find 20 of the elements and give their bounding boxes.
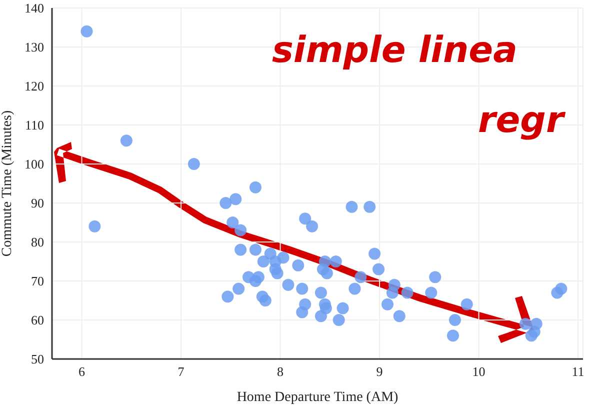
y-axis-title: Commute Time (Minutes): [0, 110, 15, 257]
x-tick-label: 10: [472, 364, 486, 380]
y-tick-label: 110: [24, 118, 44, 133]
y-tick-label: 70: [31, 274, 44, 289]
x-tick-label: 9: [376, 364, 383, 380]
x-tick-label: 8: [277, 364, 284, 380]
annotation: regr: [478, 100, 566, 141]
y-tick-label: 50: [31, 352, 44, 367]
x-axis-title: Home Departure Time (AM): [236, 390, 399, 405]
y-tick-label: 100: [24, 156, 44, 172]
y-tick-label: 140: [24, 0, 44, 16]
x-tick-label: 6: [78, 364, 86, 380]
annotation: simple linea: [272, 30, 518, 71]
y-tick-label: 60: [31, 312, 44, 328]
y-tick-label: 90: [31, 196, 44, 211]
y-tick-label: 130: [24, 40, 44, 55]
x-tick-label: 7: [178, 364, 185, 380]
y-tick-label: 120: [24, 78, 44, 94]
x-tick-label: 11: [572, 364, 584, 380]
y-tick-label: 80: [31, 234, 44, 250]
